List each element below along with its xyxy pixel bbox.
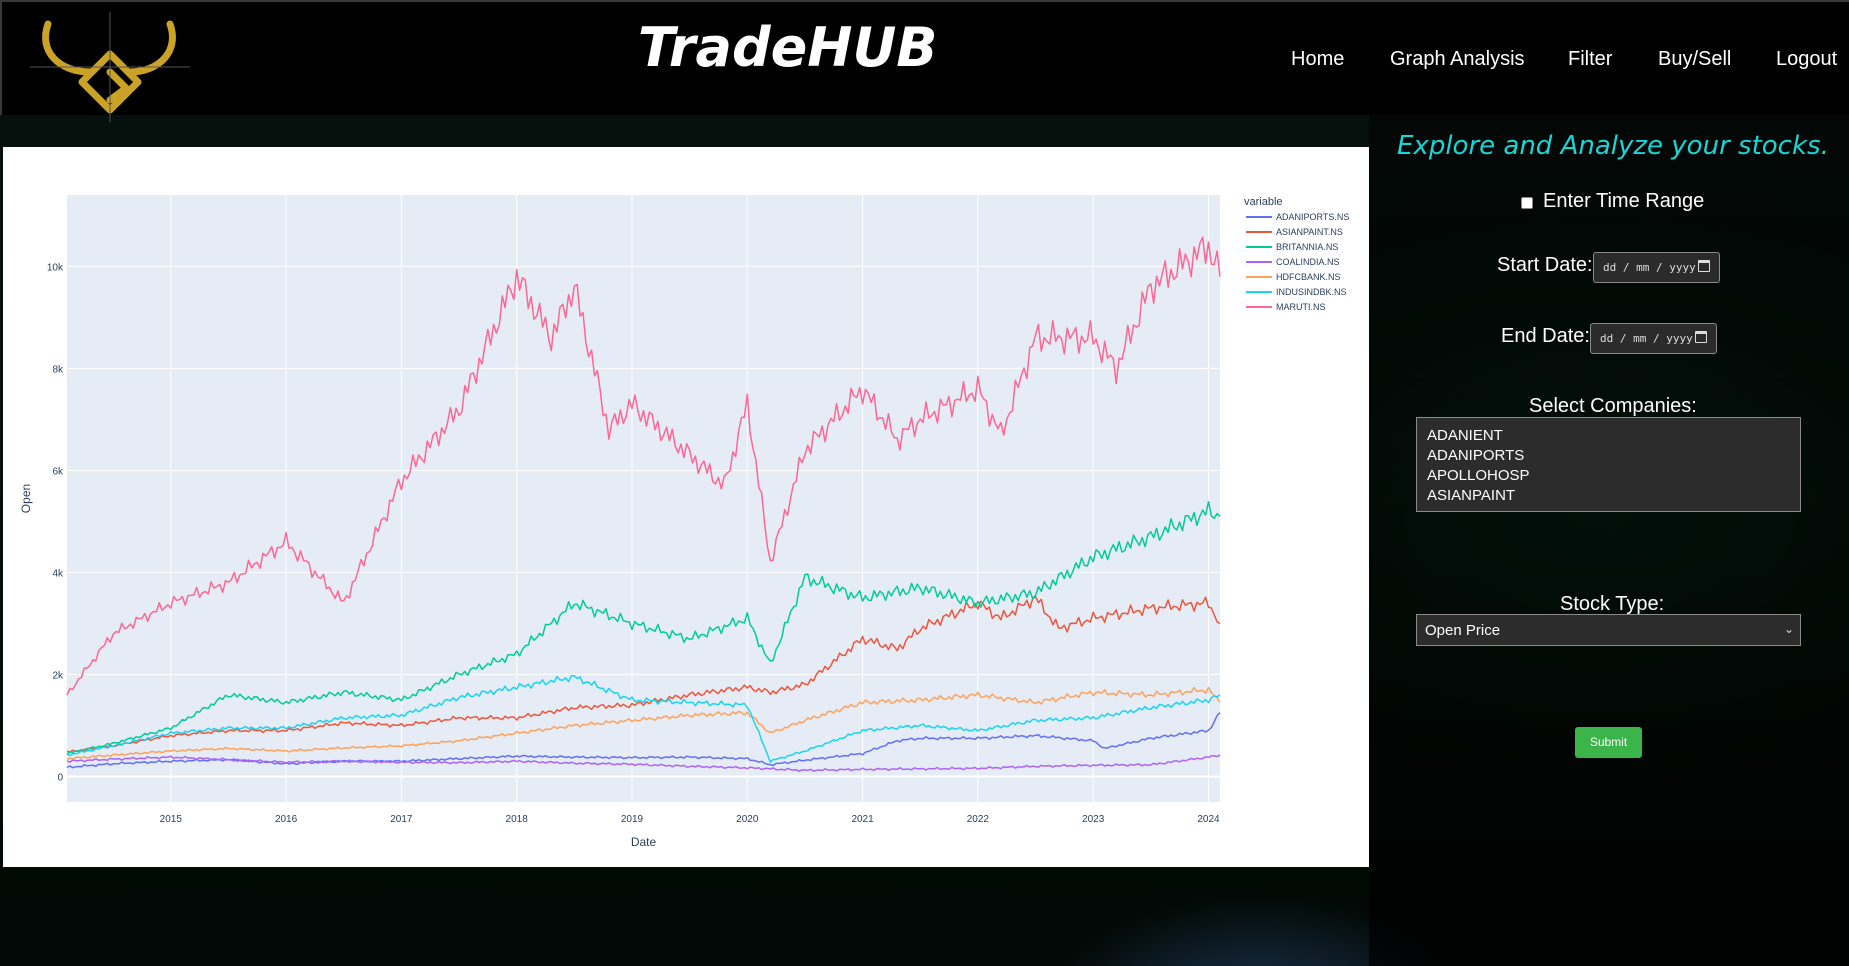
start-date-input[interactable]: dd / mm / yyyy — [1593, 252, 1720, 283]
series-line-asianpaint-ns — [66, 595, 1221, 753]
series-line-maruti-ns — [66, 236, 1221, 696]
line-chart[interactable]: 2015 2016 2017 2018 2019 2020 2021 2022 2023 2024… — [3, 147, 1369, 867]
end-date-label: End Date: — [1501, 325, 1590, 347]
brand-title: TradeHUB — [638, 16, 938, 79]
calendar-icon[interactable] — [1698, 260, 1710, 272]
calendar-icon[interactable] — [1695, 331, 1707, 343]
stock-type-value: Open Price — [1425, 622, 1501, 639]
y-axis-label: Open — [19, 484, 33, 513]
legend-item: ASIANPAINT.NS — [1276, 227, 1343, 237]
y-tick-label: 6k — [52, 466, 64, 477]
start-date-placeholder: dd / mm / yyyy — [1603, 261, 1696, 274]
companies-listbox[interactable]: ADANIENT ADANIPORTS APOLLOHOSP ASIANPAIN… — [1416, 417, 1801, 512]
legend-title: variable — [1244, 196, 1283, 208]
end-date-input[interactable]: dd / mm / yyyy — [1590, 323, 1717, 354]
x-tick-label: 2024 — [1197, 814, 1220, 825]
nav-logout[interactable]: Logout — [1776, 48, 1838, 70]
x-tick-label: 2015 — [160, 814, 183, 825]
x-axis-label: Date — [631, 835, 657, 849]
series-line-indusindbk-ns — [66, 674, 1221, 763]
x-tick-label: 2018 — [506, 814, 529, 825]
nav-home[interactable]: Home — [1291, 48, 1345, 70]
legend-item: COALINDIA.NS — [1276, 257, 1340, 267]
start-date-label: Start Date: — [1497, 254, 1593, 276]
time-range-checkbox[interactable] — [1521, 197, 1533, 209]
series-line-hdfcbank-ns — [66, 686, 1221, 761]
top-navbar: TradeHUB Home Graph Analysis Filter Buy/… — [0, 0, 1849, 122]
y-tick-label: 0 — [57, 772, 63, 783]
legend-item: INDUSINDBK.NS — [1276, 287, 1347, 297]
legend-item: MARUTI.NS — [1276, 302, 1326, 312]
plot-area — [67, 195, 1220, 802]
stock-type-select[interactable]: Open Price ⌄ — [1416, 614, 1801, 646]
x-tick-label: 2017 — [390, 814, 413, 825]
submit-button[interactable]: Submit — [1575, 727, 1642, 758]
x-tick-label: 2019 — [621, 814, 644, 825]
x-tick-label: 2022 — [967, 814, 990, 825]
y-tick-label: 10k — [47, 262, 64, 273]
stock-type-label: Stock Type: — [1560, 593, 1665, 615]
series-line-adaniports-ns — [66, 712, 1221, 769]
company-option[interactable]: ADANIENT — [1427, 427, 1503, 444]
legend-item: HDFCBANK.NS — [1276, 272, 1341, 282]
company-option[interactable]: ADANIPORTS — [1427, 447, 1525, 464]
nav-filter[interactable]: Filter — [1568, 48, 1613, 70]
y-tick-label: 8k — [52, 364, 64, 375]
company-option[interactable]: APOLLOHOSP — [1427, 467, 1530, 484]
bull-logo-icon[interactable] — [30, 12, 190, 122]
chevron-down-icon: ⌄ — [1783, 622, 1794, 636]
series-line-coalindia-ns — [66, 754, 1221, 773]
select-companies-label: Select Companies: — [1529, 395, 1697, 417]
x-tick-label: 2016 — [275, 814, 298, 825]
nav-graph-analysis[interactable]: Graph Analysis — [1390, 48, 1525, 70]
x-tick-label: 2021 — [851, 814, 874, 825]
chart-card: 2015 2016 2017 2018 2019 2020 2021 2022 2023 2024… — [3, 147, 1369, 867]
x-tick-label: 2023 — [1082, 814, 1105, 825]
legend-item: BRITANNIA.NS — [1276, 242, 1338, 252]
company-option[interactable]: ASIANPAINT — [1427, 487, 1516, 504]
y-tick-label: 4k — [52, 568, 64, 579]
nav-buy-sell[interactable]: Buy/Sell — [1658, 48, 1732, 70]
end-date-placeholder: dd / mm / yyyy — [1600, 332, 1693, 345]
x-tick-label: 2020 — [736, 814, 759, 825]
y-tick-label: 2k — [52, 670, 64, 681]
form-headline: Explore and Analyze your stocks. — [1397, 131, 1829, 161]
form-panel — [1369, 115, 1849, 966]
series-line-britannia-ns — [66, 500, 1221, 755]
time-range-label: Enter Time Range — [1543, 190, 1705, 212]
legend-item: ADANIPORTS.NS — [1276, 212, 1349, 222]
